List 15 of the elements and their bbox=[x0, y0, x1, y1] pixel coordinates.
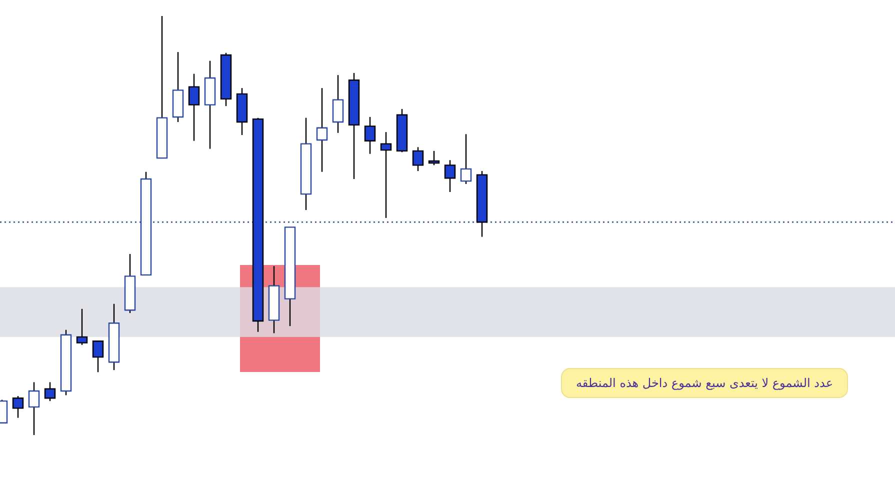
candlestick bbox=[460, 134, 472, 185]
candlestick bbox=[380, 131, 392, 219]
candlestick bbox=[316, 87, 328, 172]
candlestick bbox=[364, 116, 376, 154]
candlestick bbox=[188, 73, 200, 142]
candlestick bbox=[428, 150, 440, 166]
candlestick bbox=[444, 160, 456, 193]
candlestick bbox=[92, 340, 104, 373]
candlestick bbox=[28, 382, 40, 436]
candlestick bbox=[412, 146, 424, 172]
text: عدد الشموع لا يتعدى سبع شموع داخل هذه المنطقه bbox=[560, 368, 848, 398]
candlestick bbox=[44, 382, 56, 402]
candlestick bbox=[76, 308, 88, 346]
candlestick bbox=[12, 395, 24, 418]
candlestick bbox=[332, 74, 344, 134]
